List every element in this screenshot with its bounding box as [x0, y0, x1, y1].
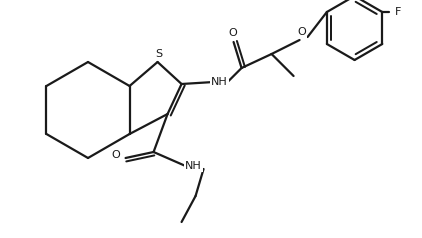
Text: O: O [228, 28, 237, 38]
Text: S: S [155, 49, 162, 59]
Text: NH: NH [185, 161, 202, 171]
Text: O: O [111, 150, 120, 160]
Text: NH: NH [211, 77, 228, 87]
Text: F: F [395, 7, 401, 17]
Text: O: O [297, 27, 306, 37]
